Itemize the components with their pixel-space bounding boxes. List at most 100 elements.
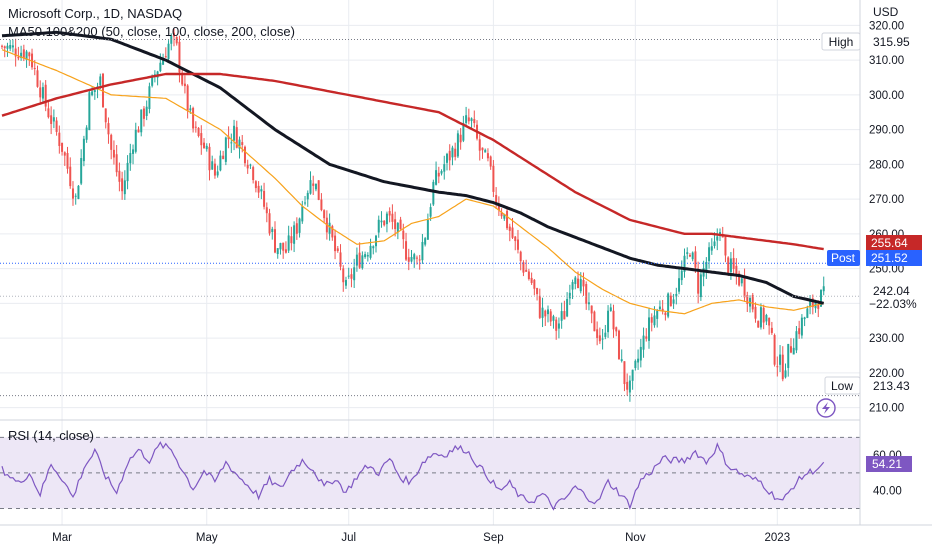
candle-body (604, 332, 607, 337)
candle-body (142, 108, 145, 119)
candle-body (334, 235, 337, 252)
lightning-icon[interactable] (816, 398, 836, 418)
rsi-value-tag: 54.21 (866, 456, 912, 472)
candle-body (28, 52, 31, 57)
candle-body (71, 188, 74, 199)
candle-body (50, 115, 53, 124)
candle-body (568, 292, 571, 299)
candle-body (623, 361, 626, 385)
candle-body (20, 52, 23, 58)
candle-body (372, 246, 375, 249)
candle-body (47, 108, 50, 118)
candle-body (91, 91, 94, 96)
candle-body (765, 315, 768, 322)
candle-body (104, 108, 107, 123)
candle-body (31, 53, 34, 68)
candle-body (552, 316, 555, 321)
candle-body (792, 347, 795, 355)
candle-body (235, 127, 238, 148)
candle-body (459, 134, 462, 143)
candle-body (6, 45, 9, 49)
candle-body (88, 92, 91, 131)
candle-body (314, 183, 317, 190)
candle-body (672, 299, 675, 304)
candle-body (667, 293, 670, 317)
y-tick-label: 300.00 (869, 90, 904, 102)
y-tick-label: 230.00 (869, 333, 904, 345)
candle-body (219, 155, 222, 171)
candle-body (388, 211, 391, 216)
candle-body (781, 354, 784, 380)
rsi-legend[interactable]: RSI (14, close) (8, 428, 94, 443)
candle-body (222, 155, 225, 160)
candle-body (759, 307, 762, 328)
candle-body (634, 360, 637, 368)
candle-body (205, 145, 208, 150)
candle-body (787, 343, 790, 368)
candle-body (596, 329, 599, 338)
candle-body (317, 180, 320, 200)
candle-body (118, 170, 121, 182)
candle-body (167, 43, 170, 60)
symbol-title[interactable]: Microsoft Corp., 1D, NASDAQ (8, 6, 183, 21)
indicator-legend[interactable]: MA50.100&200 (50, close, 100, close, 200… (8, 24, 295, 39)
price-tags: High 315.95 Low 213.43 255.64 Post 251.5… (821, 32, 926, 472)
high-tag-value: 315.95 (873, 35, 910, 49)
last-price-tag: 242.04 −22.03% (866, 282, 926, 311)
candle-body (631, 369, 634, 381)
candle-body (669, 295, 672, 307)
candle-body (732, 257, 735, 269)
candle-body (571, 282, 574, 290)
candle-body (162, 57, 165, 65)
candle-body (429, 207, 432, 217)
candle-body (506, 210, 509, 229)
y-tick-label: 320.00 (869, 20, 904, 32)
rsi-value: 54.21 (872, 457, 902, 471)
candle-body (432, 181, 435, 205)
candle-body (473, 119, 476, 124)
candle-body (658, 306, 661, 310)
candle-body (686, 252, 689, 254)
candle-body (44, 84, 47, 107)
candle-body (129, 153, 132, 164)
candle-body (336, 248, 339, 252)
candle-body (751, 295, 754, 310)
candle-body (99, 76, 102, 86)
candle-body (574, 277, 577, 284)
candle-body (803, 317, 806, 320)
candle-body (727, 257, 730, 274)
candle-body (437, 172, 440, 177)
candle-body (560, 311, 563, 321)
candle-body (61, 142, 64, 152)
candle-body (544, 310, 547, 317)
candle-body (200, 133, 203, 146)
candle-body (385, 213, 388, 225)
candle-body (36, 70, 39, 87)
candle-body (467, 117, 470, 122)
candle-body (519, 251, 522, 262)
candle-body (407, 257, 410, 262)
candle-body (320, 199, 323, 211)
candle-body (107, 123, 110, 135)
candle-body (514, 236, 517, 242)
y-tick-label: 270.00 (869, 194, 904, 206)
candle-body (14, 48, 17, 57)
candle-body (254, 181, 257, 189)
candle-body (418, 259, 421, 261)
candle-body (276, 248, 279, 255)
candle-body (653, 315, 656, 326)
candle-body (364, 254, 367, 258)
candle-body (716, 236, 719, 241)
last-price-change: −22.03% (869, 297, 917, 311)
candle-body (779, 354, 782, 365)
candle-body (181, 73, 184, 85)
candle-body (817, 304, 820, 309)
candle-body (579, 279, 582, 292)
candle-body (358, 252, 361, 268)
candle-body (620, 359, 623, 361)
candle-body (642, 335, 645, 350)
candle-body (525, 269, 528, 272)
candle-body (25, 51, 28, 60)
y-tick-label: 210.00 (869, 403, 904, 415)
